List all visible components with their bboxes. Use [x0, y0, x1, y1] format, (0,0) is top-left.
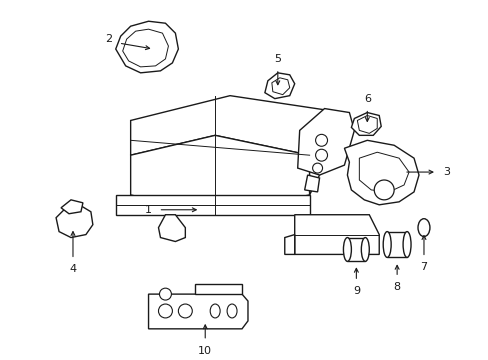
Text: 9: 9 — [352, 286, 359, 296]
Polygon shape — [264, 73, 294, 99]
Ellipse shape — [210, 304, 220, 318]
Polygon shape — [357, 116, 376, 133]
Polygon shape — [116, 195, 309, 215]
Polygon shape — [122, 29, 168, 67]
Ellipse shape — [343, 238, 351, 261]
Polygon shape — [346, 238, 365, 261]
Circle shape — [159, 288, 171, 300]
Circle shape — [178, 304, 192, 318]
Polygon shape — [309, 111, 329, 195]
Polygon shape — [344, 140, 418, 205]
Polygon shape — [130, 135, 309, 215]
Circle shape — [312, 163, 322, 173]
Text: 2: 2 — [105, 34, 112, 44]
Text: 10: 10 — [198, 346, 212, 356]
Polygon shape — [359, 152, 408, 192]
Circle shape — [315, 149, 327, 161]
Text: 6: 6 — [363, 94, 370, 104]
Polygon shape — [116, 21, 178, 73]
Text: 7: 7 — [420, 262, 427, 272]
Polygon shape — [271, 78, 289, 95]
Polygon shape — [284, 235, 294, 255]
Circle shape — [373, 180, 393, 200]
Polygon shape — [130, 96, 329, 155]
Polygon shape — [386, 231, 406, 257]
Ellipse shape — [226, 304, 237, 318]
Polygon shape — [158, 215, 185, 242]
Circle shape — [158, 304, 172, 318]
Polygon shape — [297, 109, 354, 175]
Ellipse shape — [383, 231, 390, 257]
Ellipse shape — [417, 219, 429, 237]
Circle shape — [315, 134, 327, 146]
Ellipse shape — [361, 238, 368, 261]
Text: 1: 1 — [145, 205, 152, 215]
Text: 8: 8 — [393, 282, 400, 292]
Polygon shape — [351, 113, 381, 135]
Polygon shape — [294, 215, 379, 255]
Text: 4: 4 — [69, 264, 77, 274]
Polygon shape — [61, 200, 83, 214]
Polygon shape — [148, 294, 247, 329]
Ellipse shape — [402, 231, 410, 257]
Polygon shape — [304, 175, 319, 192]
Text: 5: 5 — [274, 54, 281, 64]
Polygon shape — [195, 284, 242, 294]
Polygon shape — [56, 206, 93, 238]
Text: 3: 3 — [443, 167, 449, 177]
